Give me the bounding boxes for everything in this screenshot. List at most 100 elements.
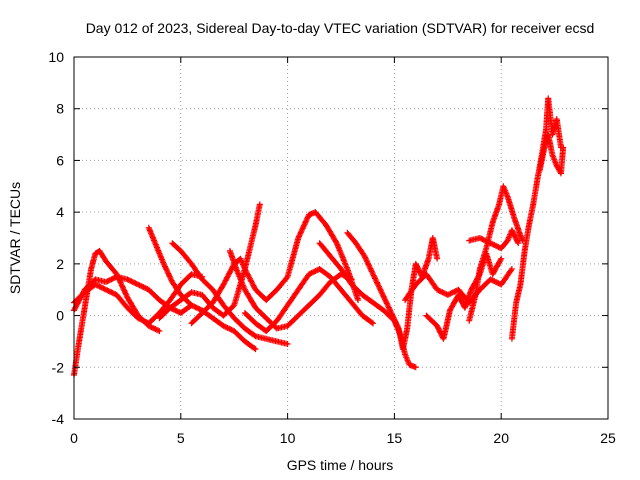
data-point (156, 305, 173, 322)
x-tick-label: 20 (493, 430, 509, 446)
series-sat-a (71, 247, 163, 378)
y-tick-label: 6 (56, 152, 64, 168)
data-point (71, 345, 81, 378)
y-tick-label: 2 (56, 256, 64, 272)
data-point (526, 202, 536, 229)
data-point (513, 283, 524, 306)
data-point (177, 272, 194, 288)
data-point (88, 251, 98, 272)
data-point (511, 214, 523, 237)
series-sat-i (241, 266, 377, 335)
data-point (429, 235, 440, 261)
x-tick-label: 25 (600, 430, 616, 446)
data-point (323, 222, 339, 245)
data-point (145, 311, 162, 327)
data-point (348, 281, 365, 297)
data-point (536, 148, 547, 174)
data-point (167, 297, 183, 311)
series-sat-n (466, 183, 526, 324)
data-point (295, 213, 312, 241)
data-point (252, 286, 269, 302)
data-point (145, 286, 162, 302)
data-point (220, 303, 237, 319)
data-point (252, 304, 269, 321)
y-tick-marks (74, 56, 608, 420)
data-point (113, 291, 130, 310)
data-point (423, 271, 440, 292)
data-point (160, 260, 175, 284)
data-point (412, 364, 419, 371)
data-point (252, 202, 263, 229)
data-point (558, 146, 566, 177)
data-point (226, 247, 239, 271)
data-point (306, 292, 322, 309)
data-point (177, 247, 194, 266)
data-point (476, 277, 493, 293)
data-point (273, 303, 290, 324)
data-point (316, 240, 333, 258)
y-axis-title: SDTVAR / TECUs (7, 182, 23, 294)
data-point (316, 266, 333, 279)
data-point (220, 322, 236, 334)
y-tick-label: 10 (48, 49, 64, 65)
data-point (169, 240, 183, 253)
series-layer (71, 95, 567, 378)
x-axis-title: GPS time / hours (287, 457, 394, 473)
data-point (517, 249, 528, 288)
data-point (508, 301, 519, 342)
data-point (489, 202, 502, 226)
data-point (476, 246, 489, 272)
data-point (103, 258, 119, 276)
data-point (312, 209, 329, 227)
data-point (295, 272, 312, 293)
y-tick-label: -4 (52, 411, 65, 427)
data-point (241, 266, 258, 292)
y-tick-label: 4 (56, 204, 64, 220)
data-point (504, 193, 517, 219)
data-point (344, 229, 358, 245)
data-point (284, 313, 301, 329)
x-tick-marks (73, 57, 609, 419)
data-point (241, 286, 258, 310)
data-point (124, 304, 140, 321)
data-point (327, 253, 343, 271)
data-point (498, 238, 510, 252)
data-point (241, 338, 258, 352)
x-tick-label: 0 (70, 430, 78, 446)
data-point (156, 298, 173, 316)
data-point (284, 341, 291, 348)
data-point (434, 255, 441, 262)
data-point (515, 240, 522, 247)
data-point (103, 286, 119, 298)
data-point (355, 297, 362, 304)
data-point (295, 303, 311, 319)
data-point (560, 144, 567, 151)
data-point (209, 282, 226, 306)
y-tick-label: -2 (52, 359, 65, 375)
x-tick-label: 15 (387, 430, 403, 446)
data-point (241, 325, 258, 339)
plot-frame (73, 56, 609, 420)
data-point (327, 273, 343, 292)
data-point (231, 328, 247, 344)
data-point (209, 315, 226, 329)
y-tick-label: 8 (56, 101, 64, 117)
data-point (508, 266, 515, 273)
data-point (231, 315, 247, 331)
data-point (412, 272, 429, 288)
x-tick-label: 5 (177, 430, 185, 446)
data-point (199, 300, 215, 316)
series-sat-o (466, 227, 522, 252)
data-point (199, 276, 215, 292)
data-point (96, 247, 109, 263)
data-point (553, 116, 564, 149)
x-tick-label: 10 (280, 430, 296, 446)
data-point (316, 280, 333, 298)
data-point (188, 311, 205, 327)
data-point (256, 201, 263, 208)
data-point (145, 224, 158, 245)
data-point (75, 319, 86, 350)
data-point (124, 294, 141, 318)
data-point (370, 299, 386, 313)
